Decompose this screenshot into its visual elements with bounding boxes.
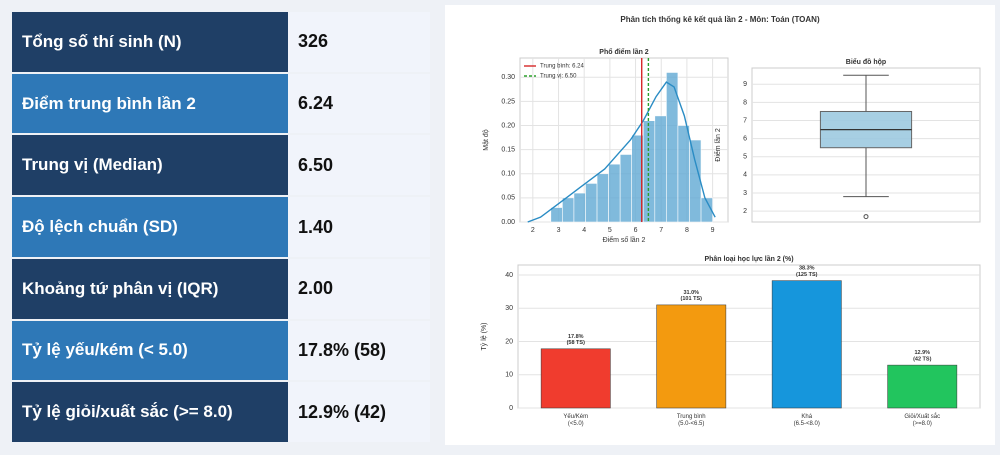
x-tick-label: 5 (608, 227, 612, 234)
value-cell: 326 (288, 12, 430, 72)
x-tick-label: Yếu/Kém (<5.0) (563, 414, 588, 427)
value-cell: 12.9% (42) (288, 382, 430, 443)
hist-bar (677, 125, 690, 223)
x-tick-label: 7 (659, 227, 663, 234)
x-tick-label: 8 (685, 227, 689, 234)
value-cell: 2.00 (288, 258, 430, 319)
table-row: Tỷ lệ giỏi/xuất sắc (>= 8.0) 12.9% (42) (12, 382, 430, 443)
y-axis-label: Tỷ lệ (%) (481, 323, 488, 351)
hist-bar (700, 197, 713, 223)
table-row: Tỷ lệ yếu/kém (< 5.0) 17.8% (58) (12, 320, 430, 381)
x-tick-label: Trung bình (5.0-<6.5) (677, 414, 706, 427)
value-cell: 1.40 (288, 197, 430, 257)
x-axis-label: Điểm số lần 2 (603, 235, 646, 244)
table-row: Trung vị (Median) 6.50 (12, 135, 430, 196)
value-cell: 6.24 (288, 73, 430, 134)
legend-label: Trung bình: 6.24 (540, 64, 584, 70)
x-tick-label: 2 (531, 227, 535, 234)
chart-title: Phân loại học lực lần 2 (%) (704, 254, 793, 263)
bar (771, 280, 842, 409)
value-label: 17.8% (58 TS) (567, 334, 586, 346)
legend-label: Trung vị: 6.50 (540, 74, 577, 80)
hist-bar (654, 115, 667, 223)
hist-bar (562, 197, 575, 223)
figure-title: Phân tích thống kê kết quả lần 2 - Môn: … (620, 15, 820, 24)
table-row: Tổng số thí sinh (N) 326 (12, 12, 430, 72)
chart-title: Biểu đồ hộp (846, 57, 886, 66)
hist-bar (619, 154, 633, 223)
y-tick-label: 0.10 (501, 171, 515, 178)
label-cell: Điểm trung bình lần 2 (12, 73, 288, 134)
label-cell: Độ lệch chuẩn (SD) (12, 197, 288, 257)
x-tick-label: 4 (582, 227, 586, 234)
x-tick-label: Khá (6.5-<8.0) (794, 414, 820, 427)
table-row: Độ lệch chuẩn (SD) 1.40 (12, 197, 430, 257)
plot-frame (751, 67, 981, 223)
bar (656, 304, 727, 409)
summary-table: Tổng số thí sinh (N) 326 Điểm trung bình l… (12, 12, 430, 443)
value-label: 12.9% (42 TS) (913, 351, 932, 363)
value-cell: 6.50 (288, 135, 430, 196)
table-row: Khoảng tứ phân vị (IQR) 2.00 (12, 258, 430, 319)
x-tick-label: 3 (557, 227, 561, 234)
label-cell: Tổng số thí sinh (N) (12, 12, 288, 72)
hist-bar (573, 192, 586, 223)
value-cell: 17.8% (58) (288, 320, 430, 381)
y-tick-label: 4 (743, 172, 747, 179)
hist-bar (550, 207, 563, 223)
label-cell: Tỷ lệ giỏi/xuất sắc (>= 8.0) (12, 382, 288, 443)
y-tick-label: 8 (743, 99, 747, 106)
y-tick-label: 0.30 (501, 74, 515, 81)
x-tick-label: 6 (634, 227, 638, 234)
y-tick-label: 0.25 (501, 98, 515, 105)
y-tick-label: 0 (509, 405, 513, 412)
x-tick-label: 9 (711, 227, 715, 234)
table-row: Điểm trung bình lần 2 6.24 (12, 73, 430, 134)
y-tick-label: 6 (743, 136, 747, 143)
y-axis-label: Điểm lần 2 (713, 128, 722, 162)
hist-bar (585, 183, 598, 223)
value-label: 31.0% (101 TS) (681, 290, 703, 302)
chart-title: Phổ điểm lần 2 (599, 47, 649, 56)
y-tick-label: 0.00 (501, 219, 515, 226)
hist-bar (596, 173, 609, 223)
y-tick-label: 40 (505, 272, 513, 279)
y-tick-label: 7 (743, 117, 747, 124)
outlier (863, 214, 869, 220)
label-cell: Trung vị (Median) (12, 135, 288, 196)
label-cell: Tỷ lệ yếu/kém (< 5.0) (12, 320, 288, 381)
y-axis-label: Mật độ (483, 129, 490, 151)
x-tick-label: Giỏi/Xuất sắc (>=8.0) (904, 413, 940, 427)
y-tick-label: 20 (505, 338, 513, 345)
y-tick-label: 5 (743, 154, 747, 161)
y-tick-label: 0.05 (501, 195, 515, 202)
bar (887, 364, 958, 409)
y-tick-label: 0.15 (501, 146, 515, 153)
y-tick-label: 3 (743, 190, 747, 197)
y-tick-label: 30 (505, 305, 513, 312)
y-tick-label: 2 (743, 208, 747, 215)
y-tick-label: 0.20 (501, 122, 515, 129)
y-tick-label: 10 (505, 372, 513, 379)
bar (540, 348, 611, 409)
value-label: 38.3% (125 TS) (796, 266, 818, 278)
figure: Phân tích thống kê kết quả lần 2 - Môn: … (445, 5, 995, 445)
hist-bar (689, 139, 702, 223)
kde-line (527, 81, 716, 223)
label-cell: Khoảng tứ phân vị (IQR) (12, 258, 288, 319)
hist-bar (608, 163, 621, 223)
y-tick-label: 9 (743, 81, 747, 88)
